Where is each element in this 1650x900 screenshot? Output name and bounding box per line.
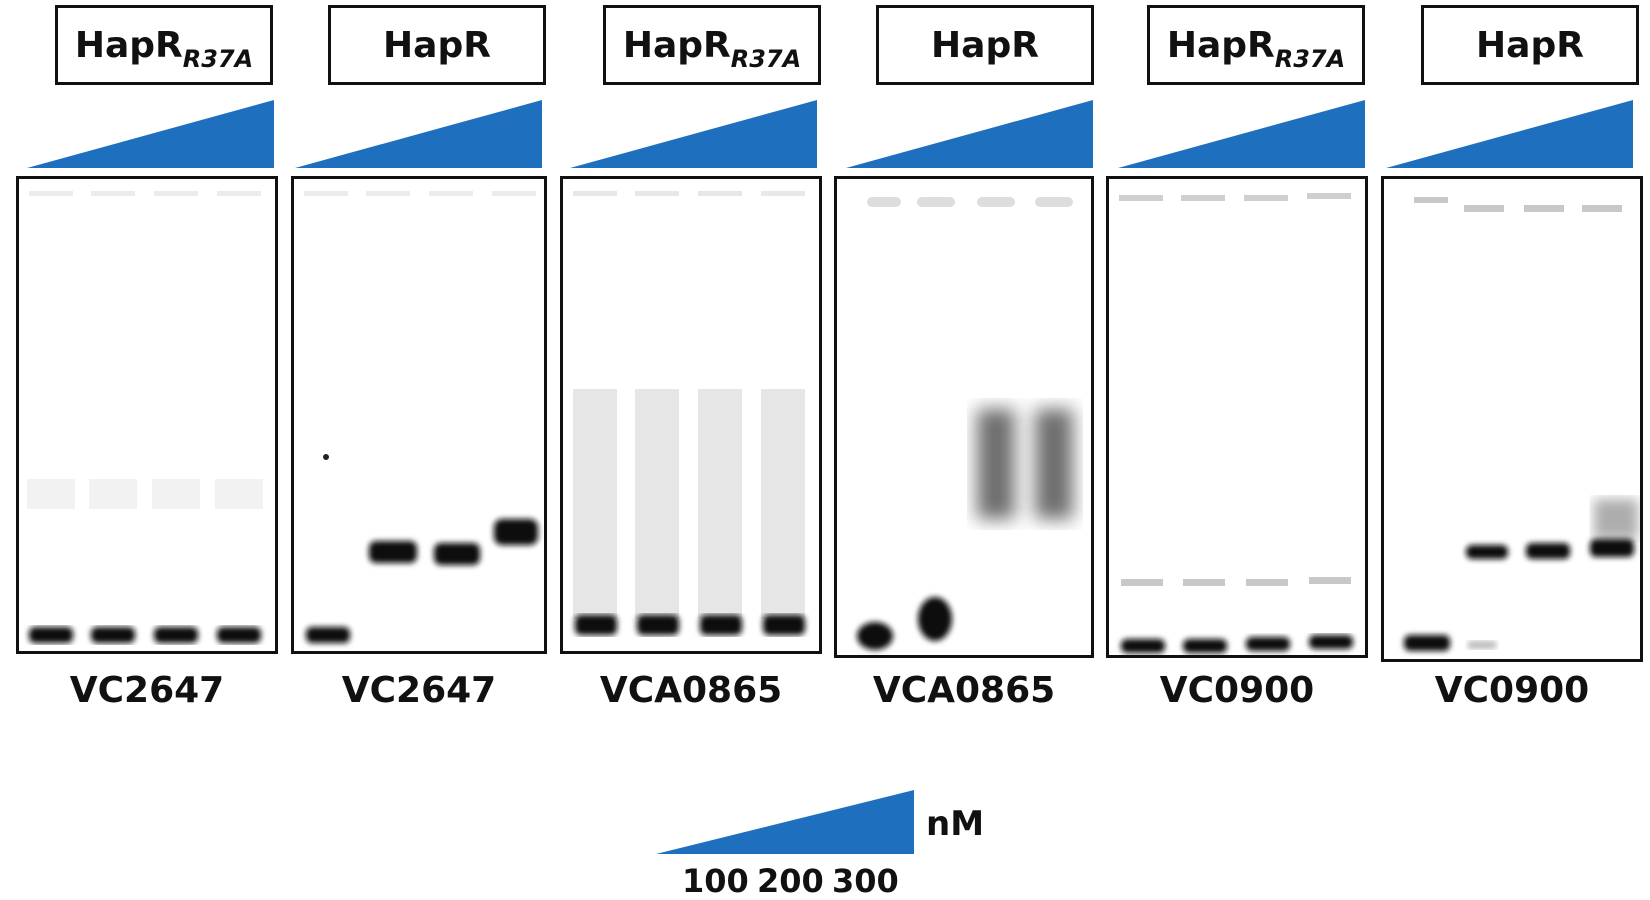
gel-lanes [1119, 193, 1353, 653]
concentration-wedge-6 [1386, 100, 1633, 168]
gel-panel-3 [560, 176, 822, 654]
legend-concentration-wedge [656, 790, 914, 854]
protein-name: HapR [74, 24, 183, 66]
concentration-wedge-2 [295, 100, 542, 168]
gel-lanes [304, 191, 538, 643]
mutation-subscript: R37A [182, 45, 254, 73]
protein-name: HapR [1166, 24, 1275, 66]
protein-label-5: HapR R37A [1147, 5, 1365, 85]
protein-label-1: HapR R37A [55, 5, 273, 85]
legend-concentration-2: 200 [757, 862, 824, 900]
dna-label-2: VC2647 [341, 670, 497, 711]
protein-name: HapR [622, 24, 731, 66]
concentration-wedge-4 [846, 100, 1093, 168]
mutation-subscript: R37A [1274, 45, 1346, 73]
protein-label-4: HapR [876, 5, 1094, 85]
dna-label-3: VCA0865 [599, 670, 783, 711]
concentration-wedge-5 [1118, 100, 1365, 168]
legend-unit: nM [926, 804, 985, 844]
protein-label-2: HapR [328, 5, 546, 85]
gel-panel-1 [16, 176, 278, 654]
dna-label-1: VC2647 [69, 670, 225, 711]
legend-concentration-3: 300 [832, 862, 899, 900]
protein-name: HapR [1476, 24, 1584, 66]
concentration-wedge-3 [570, 100, 817, 168]
gel-panel-4 [834, 176, 1094, 658]
legend-concentration-1: 100 [682, 862, 749, 900]
gel-lanes [573, 191, 805, 635]
dna-label-5: VC0900 [1159, 670, 1315, 711]
gel-lanes [1404, 197, 1638, 651]
gel-panel-5 [1106, 176, 1368, 658]
protein-label-6: HapR [1421, 5, 1639, 85]
gel-lanes [27, 191, 263, 643]
protein-name: HapR [383, 24, 491, 66]
gel-lanes [857, 197, 1073, 650]
gel-panel-6 [1381, 176, 1643, 662]
gel-panel-2 [291, 176, 547, 654]
mutation-subscript: R37A [730, 45, 802, 73]
dna-label-6: VC0900 [1434, 670, 1590, 711]
concentration-wedge-1 [27, 100, 274, 168]
protein-name: HapR [931, 24, 1039, 66]
dna-label-4: VCA0865 [872, 670, 1056, 711]
protein-label-3: HapR R37A [603, 5, 821, 85]
